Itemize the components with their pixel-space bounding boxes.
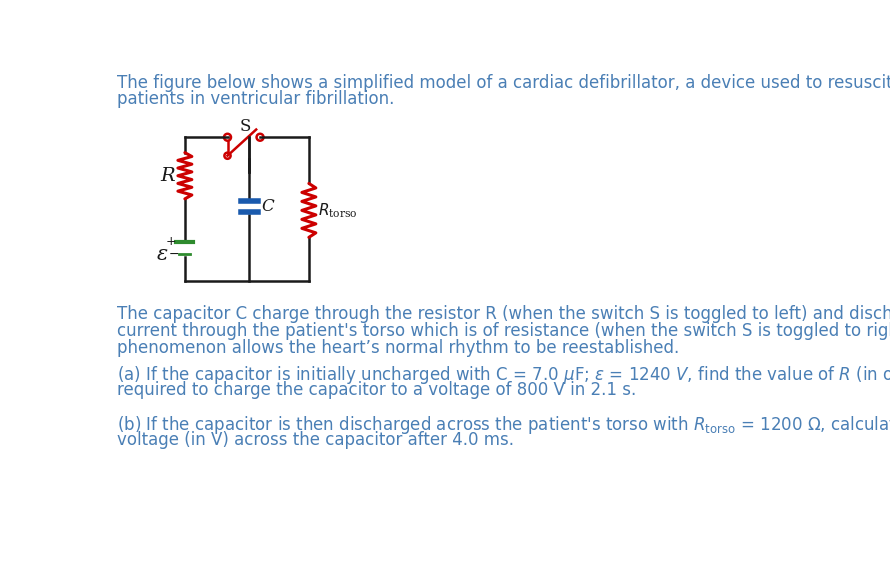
Text: (b) If the capacitor is then discharged across the patient's torso with $R_{\mat: (b) If the capacitor is then discharged … (117, 415, 890, 437)
Text: The capacitor C charge through the resistor R (when the switch S is toggled to l: The capacitor C charge through the resis… (117, 305, 890, 323)
Text: patients in ventricular fibrillation.: patients in ventricular fibrillation. (117, 90, 395, 108)
Text: −: − (169, 248, 179, 261)
Text: $R_{\mathregular{torso}}$: $R_{\mathregular{torso}}$ (319, 201, 358, 220)
Text: C: C (262, 198, 274, 215)
Text: ε: ε (157, 245, 168, 264)
Text: required to charge the capacitor to a voltage of 800 V in 2.1 s.: required to charge the capacitor to a vo… (117, 380, 636, 398)
Text: current through the patient's torso which is of resistance (when the switch S is: current through the patient's torso whic… (117, 322, 890, 340)
Text: +: + (166, 236, 176, 248)
Text: The figure below shows a simplified model of a cardiac defibrillator, a device u: The figure below shows a simplified mode… (117, 74, 890, 92)
Text: R: R (160, 167, 175, 185)
Text: phenomenon allows the heart’s normal rhythm to be reestablished.: phenomenon allows the heart’s normal rhy… (117, 339, 680, 357)
Text: S: S (239, 118, 251, 135)
Text: (a) If the capacitor is initially uncharged with C = 7.0 $\mu$F; $\varepsilon$ =: (a) If the capacitor is initially unchar… (117, 364, 890, 386)
Text: voltage (in V) across the capacitor after 4.0 ms.: voltage (in V) across the capacitor afte… (117, 431, 514, 449)
